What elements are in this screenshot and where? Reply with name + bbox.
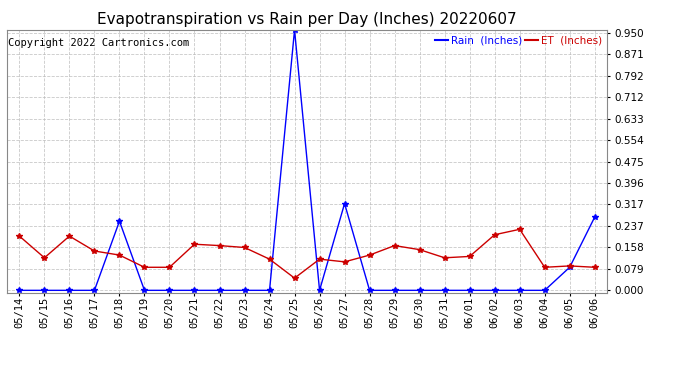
Title: Evapotranspiration vs Rain per Day (Inches) 20220607: Evapotranspiration vs Rain per Day (Inch… [97, 12, 517, 27]
Text: Copyright 2022 Cartronics.com: Copyright 2022 Cartronics.com [8, 38, 189, 48]
Legend: Rain  (Inches), ET  (Inches): Rain (Inches), ET (Inches) [435, 35, 602, 45]
